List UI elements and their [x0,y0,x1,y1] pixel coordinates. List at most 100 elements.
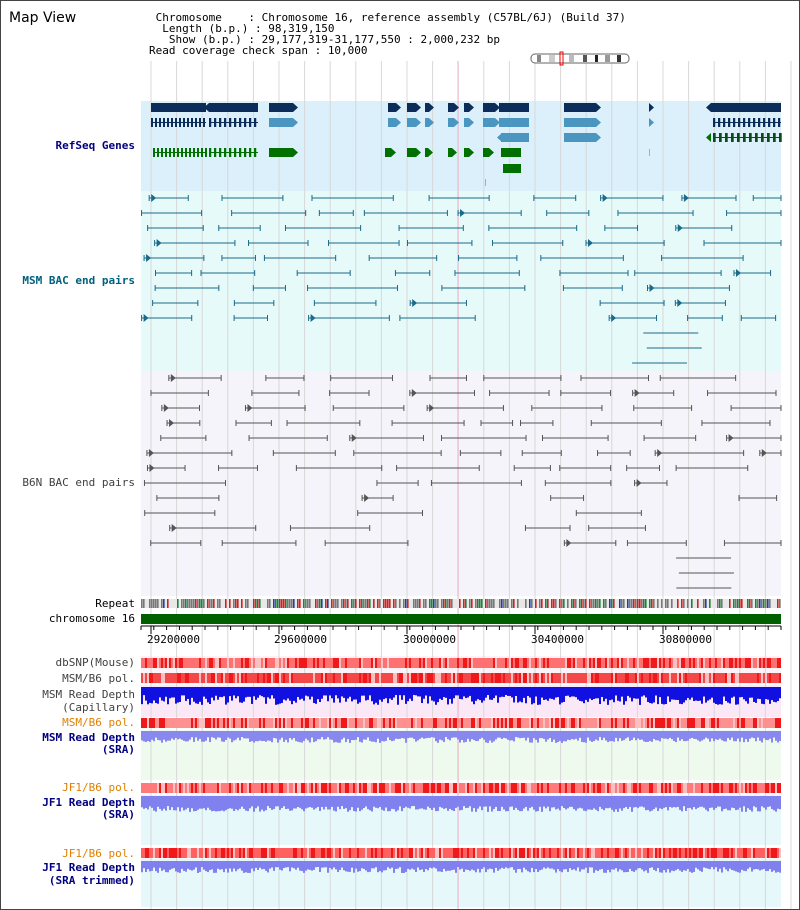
read-depth-bar [519,796,521,812]
track-label-jf1-b6-pol-2[interactable]: JF1/B6 pol. [62,847,135,860]
read-depth-bar [391,861,393,868]
read-depth-bar [701,731,703,741]
read-depth-bar [445,687,447,698]
read-depth-bar [443,861,445,869]
track-label-msm-b6-pol-2[interactable]: MSM/B6 pol. [62,716,135,729]
polymorphism-heat-cell [141,673,143,683]
read-depth-bar [693,861,695,872]
polymorphism-heat-cell [545,658,547,668]
polymorphism-heat-cell [595,783,597,793]
repeat-mark [687,599,689,608]
gene-exon [713,118,716,127]
read-depth-bar [391,687,393,700]
polymorphism-heat-cell [747,718,749,728]
read-depth-bar [269,687,271,699]
polymorphism-heat-cell [667,783,669,793]
read-depth-bar [661,861,663,873]
track-label-chromosome[interactable]: chromosome 16 [48,612,135,625]
read-depth-bar [635,861,637,871]
read-depth-bar [747,861,749,869]
repeat-mark [599,599,601,608]
polymorphism-heat-cell [195,848,197,858]
read-depth-bar [685,731,687,742]
track-label-msm-depth-sra[interactable]: MSM Read Depth [42,731,135,744]
polymorphism-heat-cell [635,658,637,668]
read-depth-bar [275,861,277,868]
polymorphism-heat-cell [217,673,219,683]
read-depth-bar [711,861,713,868]
track-label-b6n-bac[interactable]: B6N BAC end pairs [22,476,135,489]
polymorphism-heat-cell [509,673,511,683]
read-depth-bar [671,731,673,740]
polymorphism-heat-cell [485,658,487,668]
polymorphism-heat-cell [387,783,389,793]
read-depth-bar [583,861,585,870]
polymorphism-heat-cell [305,848,307,858]
polymorphism-heat-cell [577,658,579,668]
gene-strand-arrow [391,148,396,157]
polymorphism-heat-cell [739,718,741,728]
read-depth-bar [265,731,267,742]
track-label-refseq-genes[interactable]: RefSeq Genes [55,139,135,152]
read-depth-bar [703,731,705,740]
polymorphism-heat-cell [657,783,659,793]
read-depth-bar [459,731,461,743]
repeat-mark [385,599,387,608]
polymorphism-heat-cell [243,658,245,668]
read-depth-bar [713,861,715,870]
polymorphism-heat-cell [761,783,763,793]
track-label-jf1-depth-trimmed[interactable]: JF1 Read Depth [42,861,135,874]
polymorphism-heat-cell [277,848,279,858]
read-depth-bar [271,796,273,810]
polymorphism-heat-cell [597,783,599,793]
polymorphism-heat-cell [249,658,251,668]
track-label-jf1-depth-sra[interactable]: JF1 Read Depth [42,796,135,809]
repeat-mark [619,599,621,608]
polymorphism-heat-cell [767,848,769,858]
read-depth-bar [449,796,451,809]
polymorphism-heat-cell [691,673,693,683]
polymorphism-heat-cell [533,848,535,858]
polymorphism-heat-cell [237,848,239,858]
gene-exon [737,133,740,142]
read-depth-bar [753,861,755,870]
read-depth-bar [363,796,365,808]
read-depth-bar [643,731,645,742]
repeat-mark [167,599,169,608]
read-depth-bar [437,796,439,811]
polymorphism-heat-cell [485,848,487,858]
track-label-jf1-b6-pol[interactable]: JF1/B6 pol. [62,781,135,794]
read-depth-bar [325,796,327,807]
read-depth-bar [555,861,557,873]
read-depth-bar [549,796,551,812]
read-depth-bar [307,687,309,697]
polymorphism-heat-cell [399,658,401,668]
read-depth-bar [273,796,275,809]
read-depth-bar [719,796,721,807]
polymorphism-heat-cell [677,673,679,683]
read-depth-bar [681,731,683,740]
polymorphism-heat-cell [661,848,663,858]
read-depth-bar [411,796,413,807]
read-depth-bar [261,731,263,742]
gene-exon [205,148,207,157]
read-depth-bar [773,861,775,871]
polymorphism-heat-cell [403,783,405,793]
polymorphism-heat-cell [307,718,309,728]
track-label-dbsnp[interactable]: dbSNP(Mouse) [55,656,135,669]
polymorphism-heat-cell [721,783,723,793]
track-label-repeat[interactable]: Repeat [95,597,135,610]
polymorphism-heat-cell [625,783,627,793]
track-label-msm-depth-capillary[interactable]: MSM Read Depth [42,688,135,701]
polymorphism-heat-cell [611,718,613,728]
polymorphism-heat-cell [311,783,313,793]
read-depth-bar [649,861,651,868]
track-label-msm-bac[interactable]: MSM BAC end pairs [22,274,135,287]
polymorphism-heat-cell [307,848,309,858]
polymorphism-heat-cell [321,783,323,793]
read-depth-bar [595,731,597,740]
gene-exon [499,118,529,127]
track-label-msm-b6-pol[interactable]: MSM/B6 pol. [62,672,135,685]
polymorphism-heat-cell [481,673,483,683]
